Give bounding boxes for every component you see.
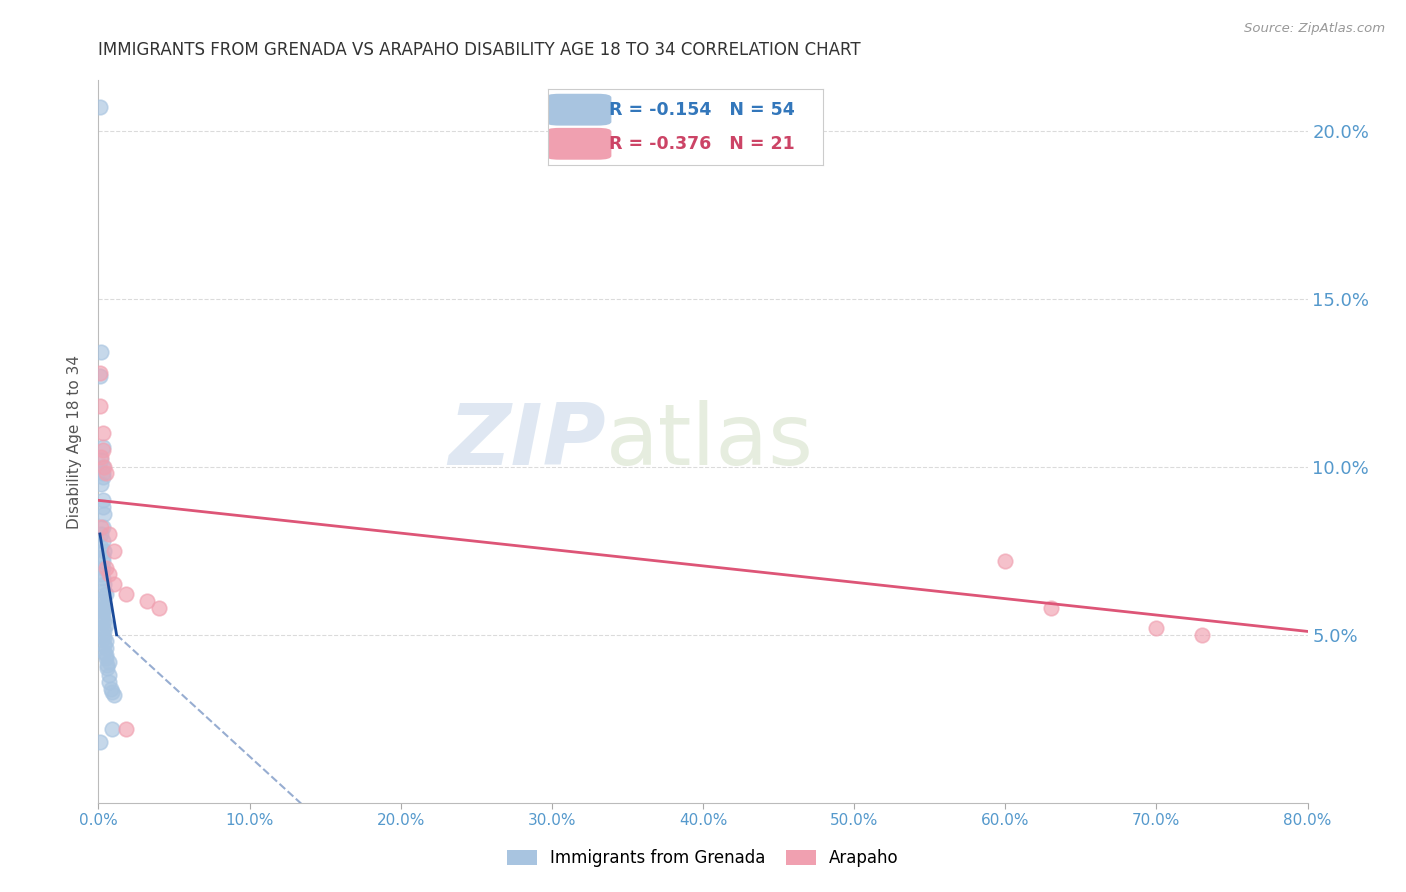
Point bbox=[93, 507, 115, 521]
Point bbox=[94, 587, 117, 601]
Point bbox=[114, 587, 136, 601]
Point bbox=[93, 624, 115, 639]
Text: IMMIGRANTS FROM GRENADA VS ARAPAHO DISABILITY AGE 18 TO 34 CORRELATION CHART: IMMIGRANTS FROM GRENADA VS ARAPAHO DISAB… bbox=[98, 41, 860, 59]
Point bbox=[98, 668, 121, 682]
Point bbox=[89, 100, 111, 114]
Point bbox=[90, 450, 112, 464]
Point bbox=[91, 493, 114, 508]
Point bbox=[93, 644, 115, 658]
Point bbox=[89, 735, 111, 749]
Point bbox=[90, 453, 112, 467]
Point bbox=[91, 426, 114, 441]
Point bbox=[90, 345, 112, 359]
Point bbox=[94, 617, 117, 632]
Point bbox=[91, 571, 114, 585]
Point bbox=[91, 621, 114, 635]
Point bbox=[96, 658, 118, 673]
Point bbox=[91, 467, 114, 481]
Point bbox=[103, 543, 125, 558]
Point bbox=[94, 648, 117, 662]
Point bbox=[1191, 628, 1213, 642]
Point bbox=[94, 651, 117, 665]
Text: R = -0.376   N = 21: R = -0.376 N = 21 bbox=[609, 135, 794, 153]
Point bbox=[91, 628, 114, 642]
Point bbox=[98, 567, 121, 582]
FancyBboxPatch shape bbox=[546, 128, 612, 160]
Point bbox=[148, 600, 170, 615]
Point bbox=[93, 598, 115, 612]
Point bbox=[101, 685, 124, 699]
Point bbox=[93, 638, 115, 652]
Point bbox=[91, 470, 114, 484]
Point bbox=[91, 442, 114, 457]
Point bbox=[93, 577, 115, 591]
Point bbox=[100, 681, 122, 696]
Point bbox=[93, 600, 115, 615]
Point bbox=[114, 722, 136, 736]
Point bbox=[91, 591, 114, 605]
Point bbox=[90, 476, 112, 491]
Point bbox=[101, 722, 124, 736]
Point bbox=[994, 554, 1017, 568]
Point bbox=[94, 560, 117, 574]
Point bbox=[93, 459, 115, 474]
Point bbox=[93, 615, 115, 629]
Point bbox=[91, 594, 114, 608]
Text: Source: ZipAtlas.com: Source: ZipAtlas.com bbox=[1244, 22, 1385, 36]
Legend: Immigrants from Grenada, Arapaho: Immigrants from Grenada, Arapaho bbox=[501, 843, 905, 874]
Point bbox=[103, 688, 125, 702]
Point bbox=[91, 611, 114, 625]
Point bbox=[90, 527, 112, 541]
Point bbox=[91, 533, 114, 548]
Point bbox=[91, 554, 114, 568]
Point bbox=[1039, 600, 1062, 615]
Point bbox=[91, 550, 114, 565]
Point bbox=[93, 631, 115, 645]
Point bbox=[91, 607, 114, 622]
Text: ZIP: ZIP bbox=[449, 400, 606, 483]
Y-axis label: Disability Age 18 to 34: Disability Age 18 to 34 bbox=[67, 354, 83, 529]
Point bbox=[96, 661, 118, 675]
Point bbox=[94, 634, 117, 648]
Point bbox=[93, 543, 115, 558]
Point bbox=[135, 594, 157, 608]
Point bbox=[91, 604, 114, 618]
Point bbox=[89, 369, 111, 384]
Point bbox=[91, 500, 114, 514]
Point bbox=[89, 399, 111, 413]
Point bbox=[91, 520, 114, 534]
Point bbox=[94, 467, 117, 481]
Point bbox=[94, 641, 117, 656]
Point bbox=[98, 674, 121, 689]
Point bbox=[98, 527, 121, 541]
Point bbox=[90, 567, 112, 582]
Point bbox=[91, 440, 114, 454]
Text: R = -0.154   N = 54: R = -0.154 N = 54 bbox=[609, 101, 794, 119]
Point bbox=[91, 459, 114, 474]
Point bbox=[103, 577, 125, 591]
Point bbox=[1144, 621, 1167, 635]
Point bbox=[89, 366, 111, 380]
Point bbox=[90, 541, 112, 555]
Point bbox=[93, 584, 115, 599]
Point bbox=[91, 560, 114, 574]
Text: atlas: atlas bbox=[606, 400, 814, 483]
FancyBboxPatch shape bbox=[546, 94, 612, 126]
Point bbox=[90, 520, 112, 534]
Point bbox=[98, 655, 121, 669]
